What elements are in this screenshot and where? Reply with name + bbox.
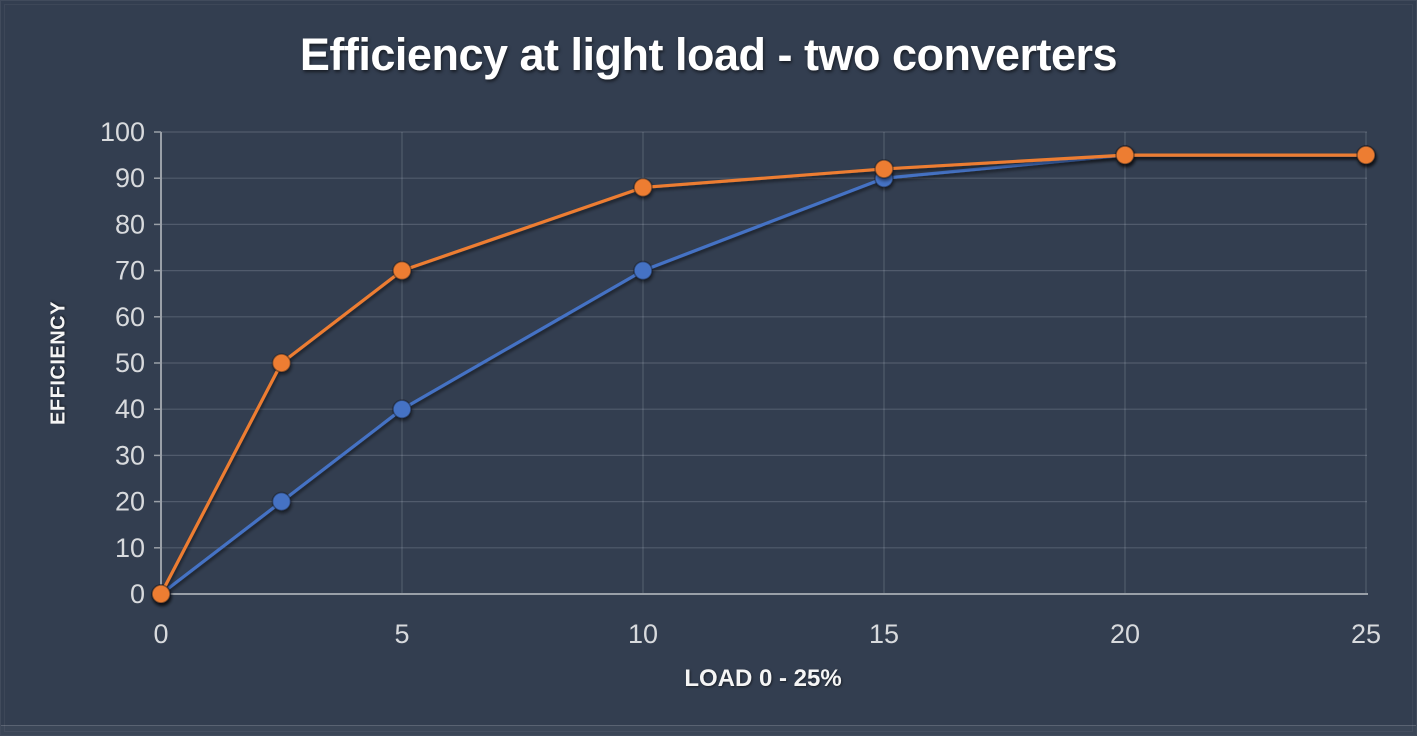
data-point-orange-converter (271, 353, 292, 373)
y-tick-label: 10 (115, 533, 145, 563)
series-orange-converter (151, 145, 1376, 604)
chart-title: Efficiency at light load - two converter… (299, 29, 1118, 80)
y-tick-label: 60 (115, 302, 145, 332)
series-line-orange-converter (159, 153, 1368, 596)
y-tick-label: 20 (115, 487, 145, 517)
series-line-blue-converter (159, 153, 1368, 596)
x-tick-label: 20 (1110, 619, 1140, 649)
y-tick-label: 80 (115, 209, 145, 239)
y-tick-label: 0 (130, 579, 145, 609)
x-axis-title: LOAD 0 - 25% (684, 665, 842, 692)
data-point-orange-converter (151, 584, 171, 604)
y-tick-label: 90 (115, 163, 145, 193)
data-point-blue-converter (633, 260, 653, 281)
data-point-orange-converter (633, 177, 653, 198)
data-point-blue-converter (271, 491, 292, 512)
x-tick-labels: 0 5 10 15 20 25 (153, 619, 1381, 649)
x-tick-label: 5 (394, 619, 409, 649)
y-tick-label: 40 (115, 394, 145, 424)
window-bottom-edge (1, 725, 1416, 735)
data-point-orange-converter (1115, 145, 1135, 165)
y-tick-label: 70 (115, 256, 145, 286)
x-tick-label: 15 (869, 619, 899, 649)
y-tick-label: 30 (115, 440, 145, 470)
axes (154, 131, 1368, 595)
data-point-orange-converter (392, 260, 412, 281)
data-point-orange-converter (874, 159, 894, 179)
x-tick-label: 10 (628, 619, 658, 649)
series-blue-converter (151, 145, 1376, 604)
x-tick-label: 0 (153, 619, 168, 649)
gridlines (161, 131, 1367, 594)
x-tick-label: 25 (1351, 619, 1381, 649)
data-point-orange-converter (1356, 145, 1376, 165)
y-tick-label: 50 (115, 348, 145, 378)
data-point-blue-converter (392, 399, 412, 420)
y-tick-label: 100 (100, 117, 145, 147)
y-tick-labels: 0 10 20 30 40 50 60 70 80 90 100 (100, 117, 145, 609)
